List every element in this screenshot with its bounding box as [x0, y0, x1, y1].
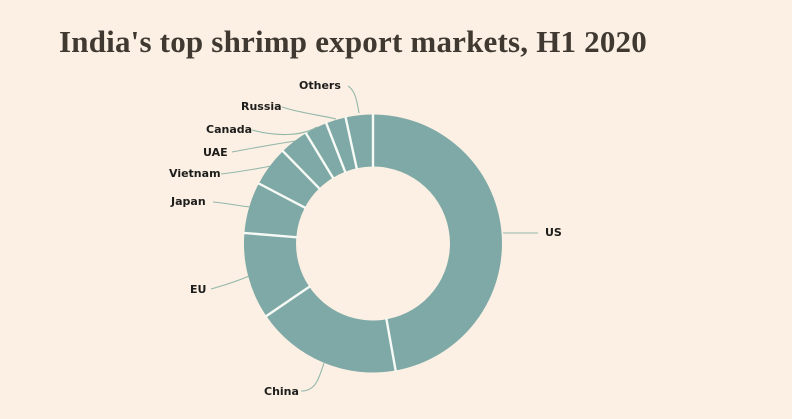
- donut-segment-russia: [326, 117, 357, 172]
- donut-segment-canada: [305, 123, 346, 178]
- chart-title: India's top shrimp export markets, H1 20…: [59, 24, 647, 59]
- leader-line-others: [347, 85, 360, 114]
- segment-label-eu: EU: [190, 283, 207, 296]
- leader-line-japan: [212, 201, 251, 208]
- segment-separator: [257, 181, 307, 210]
- donut-segment-japan: [244, 183, 305, 238]
- segment-label-russia: Russia: [241, 100, 282, 113]
- leader-line-uae: [231, 140, 296, 153]
- segment-label-china: China: [264, 385, 299, 398]
- donut-segment-china: [266, 286, 396, 373]
- segment-separator: [304, 131, 335, 180]
- segment-separator: [385, 318, 397, 372]
- leader-line-eu: [210, 275, 250, 290]
- donut-segment-uae: [282, 133, 333, 189]
- segment-separator: [324, 121, 347, 174]
- segment-label-japan: Japan: [171, 195, 206, 208]
- segment-label-us: US: [545, 226, 562, 239]
- leader-line-canada: [251, 126, 318, 136]
- leader-line-russia: [281, 106, 337, 120]
- segment-separator: [243, 231, 298, 239]
- donut-segment-vietnam: [258, 151, 320, 208]
- segment-separator: [264, 285, 311, 318]
- donut-segment-others: [345, 114, 373, 169]
- segment-label-uae: UAE: [203, 146, 228, 159]
- segment-separator: [344, 116, 359, 170]
- segment-label-canada: Canada: [206, 123, 253, 136]
- donut-segment-eu: [243, 233, 310, 316]
- donut-segment-us: [373, 114, 502, 371]
- segment-label-others: Others: [299, 79, 341, 92]
- segment-separator: [281, 149, 321, 190]
- leader-line-china: [300, 362, 325, 392]
- leader-line-vietnam: [220, 165, 272, 175]
- segment-label-vietnam: Vietnam: [169, 167, 221, 180]
